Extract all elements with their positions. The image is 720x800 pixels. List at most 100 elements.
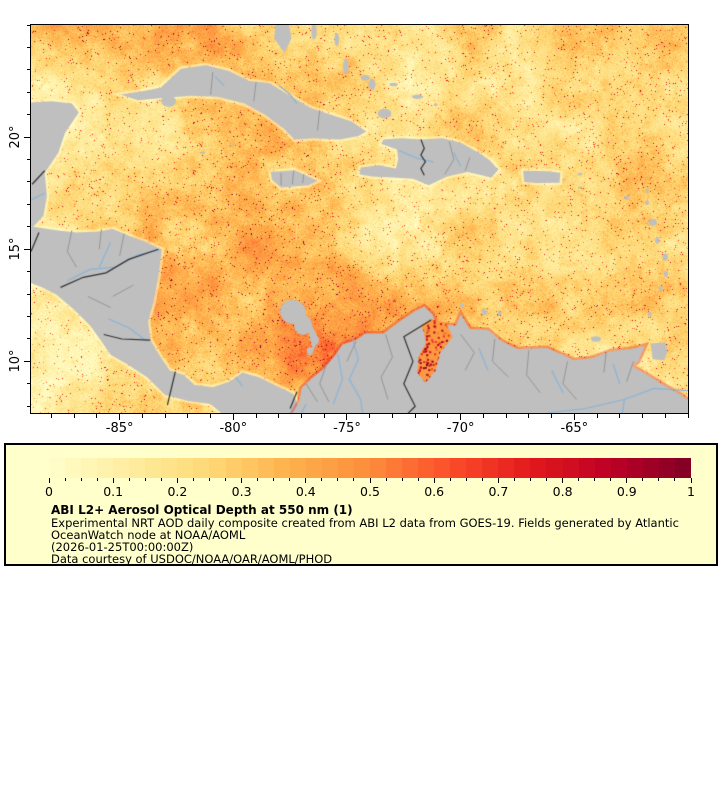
colorbar-segment [289, 458, 306, 478]
x-axis-minor-tick [687, 414, 689, 418]
colorbar-minor-tick [160, 478, 162, 481]
colorbar-segment [658, 458, 675, 478]
y-axis-tick-label: 10° [8, 349, 23, 373]
colorbar-segment [209, 458, 226, 478]
x-axis-minor-tick [551, 414, 553, 418]
y-axis-minor-tick [26, 316, 30, 318]
colorbar-tick-label: 0 [45, 484, 53, 499]
x-axis-minor-tick [187, 414, 189, 418]
x-axis-minor-tick [141, 414, 143, 418]
legend-credit: Data courtesy of USDOC/NOAA/OAR/AOML/PHO… [51, 552, 333, 566]
y-axis-tick-label: 15° [8, 237, 23, 261]
y-axis-minor-tick [26, 159, 30, 161]
colorbar [49, 458, 691, 478]
colorbar-minor-tick [321, 478, 323, 481]
colorbar-segment [273, 458, 290, 478]
colorbar-segment [369, 458, 386, 478]
colorbar-segment [113, 458, 130, 478]
aod-map-figure: -85° -80° -75° -70° -65° 20° 15° 10° [8, 24, 689, 436]
y-axis-major-tick [24, 360, 30, 362]
aod-map-canvas [30, 24, 689, 414]
colorbar-minor-tick [449, 478, 451, 481]
x-axis-minor-tick [73, 414, 75, 418]
colorbar-segment [482, 458, 499, 478]
y-axis-minor-tick [26, 69, 30, 71]
y-axis-minor-tick [26, 203, 30, 205]
colorbar-segment [321, 458, 338, 478]
colorbar-major-tick [626, 478, 628, 483]
colorbar-segment [81, 458, 98, 478]
y-axis-major-tick [24, 136, 30, 138]
x-axis-minor-tick [96, 414, 98, 418]
x-axis-minor-tick [391, 414, 393, 418]
y-axis-minor-tick [26, 226, 30, 228]
colorbar-segment [353, 458, 370, 478]
y-axis-minor-tick [26, 114, 30, 116]
colorbar-minor-tick [578, 478, 580, 481]
x-axis-tick-label: -65° [560, 421, 589, 436]
y-axis-minor-tick [26, 181, 30, 183]
y-axis-minor-tick [26, 91, 30, 93]
y-axis-minor-tick [26, 383, 30, 385]
colorbar-minor-tick [80, 478, 82, 481]
colorbar-segment [337, 458, 354, 478]
colorbar-minor-tick [530, 478, 531, 481]
colorbar-segment [65, 458, 82, 478]
colorbar-minor-tick [128, 478, 130, 481]
colorbar-segment [562, 458, 579, 478]
colorbar-tick-label: 0.1 [103, 484, 124, 499]
colorbar-tick-label: 0.6 [424, 484, 445, 499]
colorbar-minor-tick [401, 478, 403, 481]
x-axis-minor-tick [50, 414, 52, 418]
colorbar-segment [145, 458, 162, 478]
colorbar-segment [129, 458, 146, 478]
y-axis-major-tick [24, 248, 30, 250]
colorbar-minor-tick [96, 478, 98, 481]
colorbar-tick-label: 0.9 [616, 484, 637, 499]
x-axis-minor-tick [642, 414, 644, 418]
colorbar-segment [305, 458, 322, 478]
legend-panel: 0 0.1 0.2 0.3 0.4 0.5 0.6 0.7 0.8 0.9 1 ABI L2+ Ae… [4, 443, 718, 566]
y-axis-minor-tick [26, 24, 30, 26]
x-axis-minor-tick [301, 414, 303, 418]
colorbar-major-tick [369, 478, 371, 483]
colorbar-minor-tick [353, 478, 355, 481]
colorbar-segment [257, 458, 274, 478]
x-axis-minor-tick [323, 414, 325, 418]
colorbar-minor-tick [225, 478, 227, 481]
colorbar-minor-tick [385, 478, 387, 481]
x-axis-minor-tick [255, 414, 257, 418]
colorbar-segment [418, 458, 435, 478]
x-axis-minor-tick [596, 414, 598, 418]
x-axis-major-tick [460, 414, 462, 420]
x-axis-minor-tick [437, 414, 439, 418]
colorbar-segment [402, 458, 419, 478]
x-axis-major-tick [232, 414, 234, 420]
colorbar-major-tick [112, 478, 114, 483]
colorbar-major-tick [433, 478, 435, 483]
colorbar-minor-tick [642, 478, 644, 481]
x-axis-minor-tick [369, 414, 371, 418]
colorbar-tick-label: 0.7 [488, 484, 509, 499]
colorbar-segment [434, 458, 451, 478]
colorbar-tick-label: 0.5 [360, 484, 380, 499]
colorbar-major-tick [176, 478, 178, 483]
colorbar-major-tick [690, 478, 692, 483]
colorbar-minor-tick [209, 478, 210, 481]
colorbar-minor-tick [465, 478, 467, 481]
colorbar-tick-label: 0.4 [295, 484, 316, 499]
x-axis-minor-tick [528, 414, 530, 418]
legend-timestamp: (2026-01-25T00:00:00Z) [51, 540, 194, 554]
x-axis-minor-tick [210, 414, 212, 418]
legend-description-line: Experimental NRT AOD daily composite cre… [51, 516, 679, 530]
colorbar-segment [225, 458, 242, 478]
colorbar-segment [161, 458, 178, 478]
x-axis-minor-tick [164, 414, 166, 418]
colorbar-segment [97, 458, 114, 478]
colorbar-segment [610, 458, 627, 478]
colorbar-minor-tick [594, 478, 596, 481]
colorbar-segment [193, 458, 210, 478]
x-axis-minor-tick [619, 414, 621, 418]
colorbar-segment [49, 458, 66, 478]
x-axis-minor-tick [278, 414, 280, 418]
